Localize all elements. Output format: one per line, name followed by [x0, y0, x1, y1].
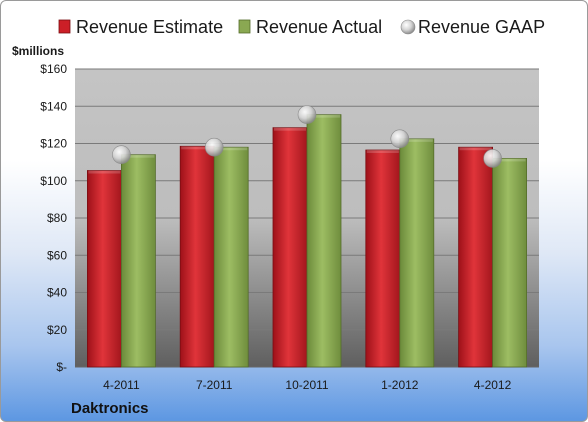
- revenue-estimate-bar: [365, 149, 401, 368]
- x-tick-label: 4-2011: [103, 378, 140, 392]
- y-tick-label: $100: [40, 174, 67, 188]
- y-tick-label: $40: [47, 286, 67, 300]
- y-tick-label: $80: [47, 211, 67, 225]
- revenue-estimate-bar: [87, 170, 122, 368]
- revenue-actual-bar: [213, 146, 249, 368]
- bar-top-highlight: [215, 147, 248, 151]
- bar-top-highlight: [308, 114, 340, 118]
- legend-label: Revenue Actual: [256, 17, 382, 37]
- revenue-gaap-marker: [483, 149, 502, 168]
- legend: Revenue Estimate Revenue Actual Revenue GA…: [58, 17, 545, 37]
- revenue-estimate-bar: [272, 127, 308, 368]
- revenue-estimate-bar: [179, 145, 215, 368]
- revenue-actual-bar: [121, 154, 156, 368]
- revenue-actual-bar: [306, 114, 342, 368]
- y-axis: $- $20 $40 $60 $80 $100 $120 $140 $160: [40, 62, 67, 374]
- x-axis: 4-2011 7-2011 10-2011 1-2012 4-2012: [103, 378, 511, 392]
- revenue-gaap-marker: [390, 129, 410, 149]
- revenue-actual-bar: [492, 157, 528, 368]
- revenue-gaap-marker: [112, 145, 131, 164]
- x-tick-label: 10-2011: [285, 378, 328, 392]
- y-axis-unit-label: $millions: [12, 44, 64, 58]
- x-tick-label: 4-2012: [474, 378, 512, 392]
- legend-swatch-estimate: [58, 19, 71, 34]
- x-tick-label: 1-2012: [381, 378, 419, 392]
- bar-top-highlight: [400, 138, 433, 142]
- revenue-gaap-marker: [204, 137, 224, 157]
- x-tick-label: 7-2011: [196, 378, 233, 392]
- company-name: Daktronics: [71, 400, 149, 417]
- legend-swatch-actual: [238, 19, 251, 34]
- y-tick-label: $140: [40, 99, 67, 113]
- legend-label: Revenue Estimate: [76, 17, 223, 37]
- bar-top-highlight: [366, 150, 399, 154]
- legend-swatch-gaap: [400, 19, 416, 35]
- bar-top-highlight: [459, 147, 492, 151]
- bar-top-highlight: [181, 146, 214, 150]
- revenue-gaap-marker: [297, 105, 317, 124]
- bar-top-highlight: [88, 170, 121, 174]
- bars: [87, 114, 528, 368]
- y-tick-label: $160: [40, 62, 67, 76]
- legend-label: Revenue GAAP: [418, 17, 545, 37]
- bar-top-highlight: [274, 127, 306, 131]
- revenue-estimate-bar: [458, 146, 494, 368]
- y-tick-label: $-: [56, 360, 67, 374]
- y-tick-label: $20: [47, 323, 67, 337]
- bar-top-highlight: [493, 158, 526, 162]
- gaap-markers: [112, 105, 502, 168]
- bar-top-highlight: [122, 154, 155, 158]
- y-tick-label: $60: [47, 248, 67, 262]
- y-tick-label: $120: [40, 137, 67, 151]
- revenue-actual-bar: [399, 138, 435, 368]
